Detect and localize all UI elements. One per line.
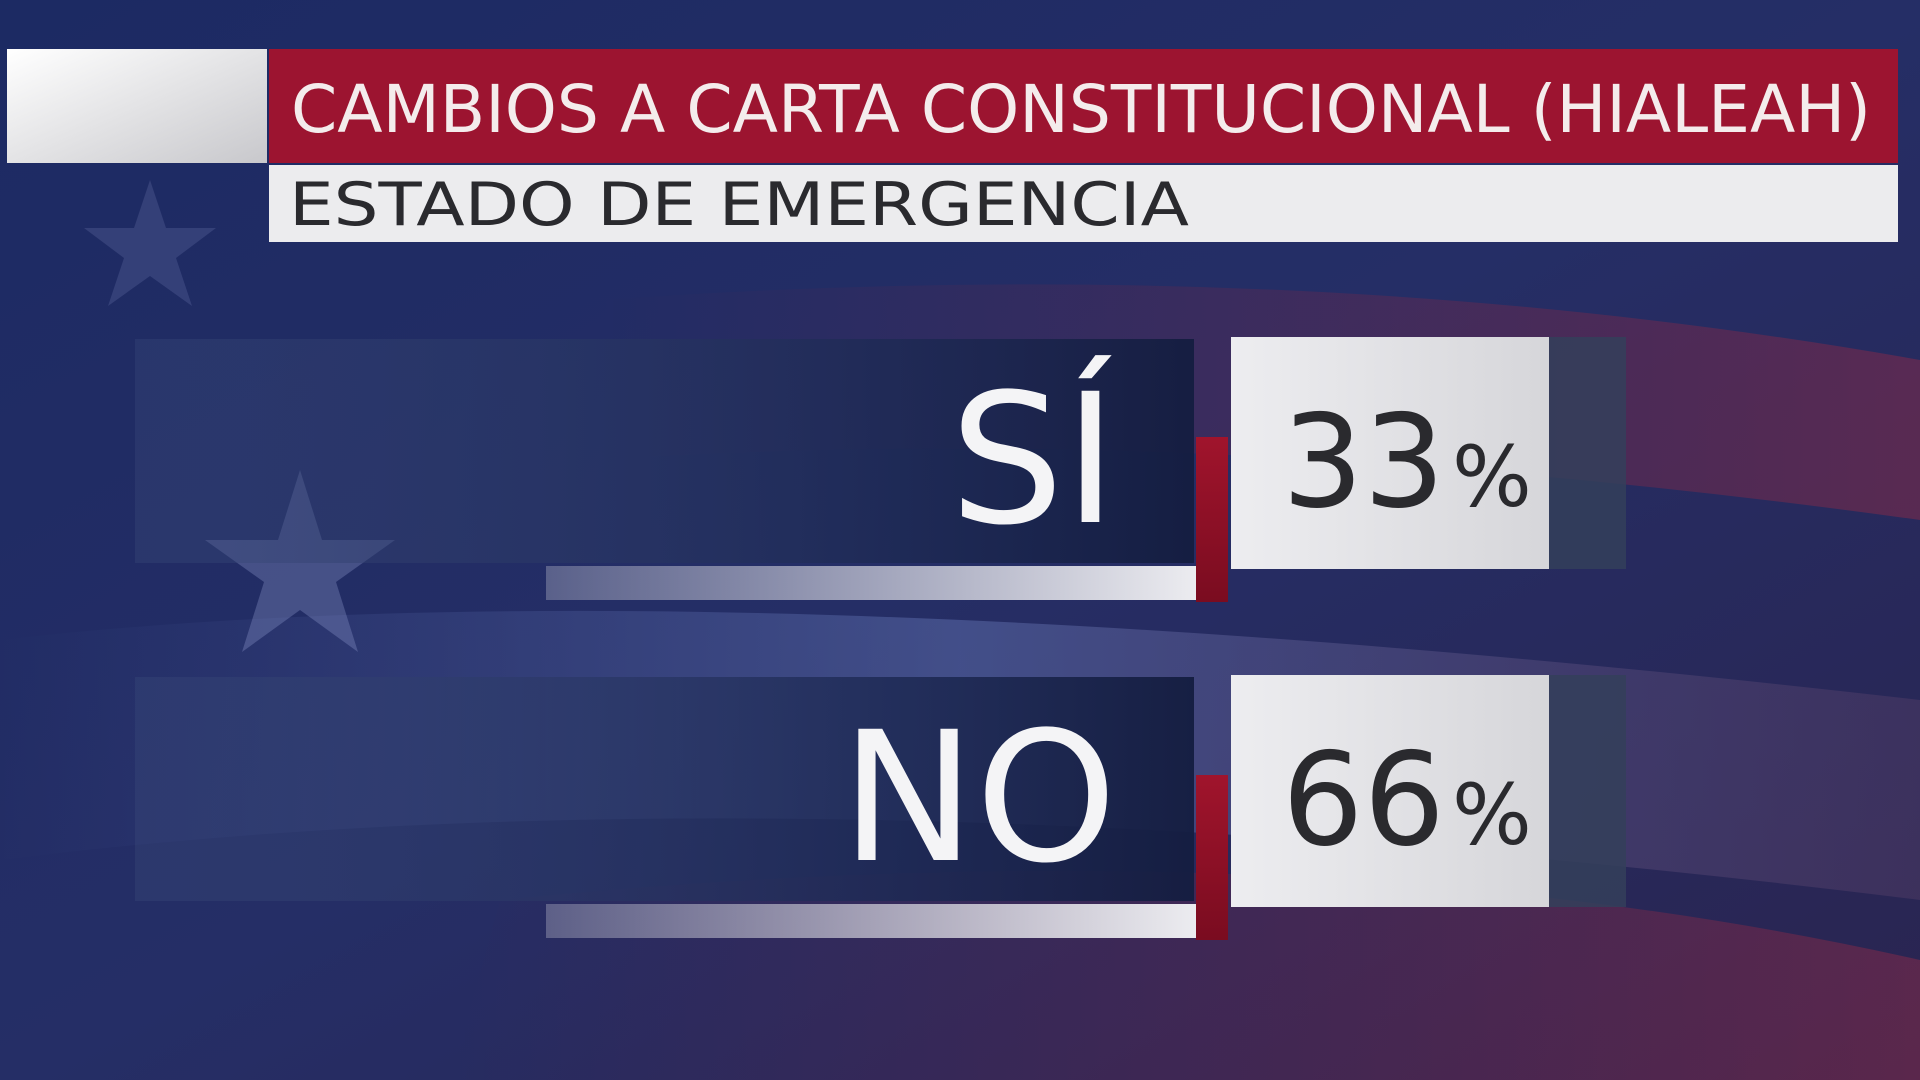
- subtitle: ESTADO DE EMERGENCIA: [289, 170, 1189, 240]
- background-star: [84, 180, 216, 306]
- value-box: [1231, 337, 1549, 569]
- subtitle-bar: [269, 165, 1898, 242]
- label-bar: [135, 677, 1194, 901]
- value-shade: [1549, 337, 1626, 569]
- result-unit: %: [1452, 428, 1532, 526]
- label-bar: [135, 339, 1194, 563]
- accent-bar: [1196, 437, 1228, 602]
- result-row: NO 66%: [135, 675, 1626, 940]
- accent-bar: [1196, 775, 1228, 940]
- title-bar: [269, 49, 1898, 163]
- under-bar: [546, 904, 1196, 938]
- result-label: NO: [841, 694, 1117, 903]
- result-unit: %: [1452, 766, 1532, 864]
- result-label: SÍ: [950, 355, 1117, 565]
- value-box: [1231, 675, 1549, 907]
- title: CAMBIOS A CARTA CONSTITUCIONAL (HIALEAH): [291, 71, 1871, 148]
- header-block: [7, 49, 267, 163]
- under-bar: [546, 566, 1196, 600]
- result-value: 66: [1282, 726, 1445, 875]
- result-row: SÍ 33%: [135, 337, 1626, 602]
- result-value: 33: [1282, 388, 1445, 537]
- results: SÍ 33 % NO 66%: [135, 337, 1626, 940]
- value-shade: [1549, 675, 1626, 907]
